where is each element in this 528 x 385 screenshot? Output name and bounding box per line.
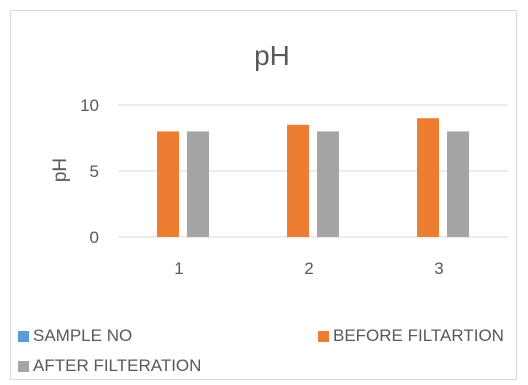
x-tick-label: 1 (174, 259, 183, 278)
legend-swatch (18, 330, 29, 342)
gridlines (118, 104, 508, 238)
y-tick-label: 10 (80, 96, 99, 115)
x-tick-label: 3 (434, 259, 443, 278)
legend-swatch (18, 360, 29, 372)
bar-before-filtartion-1 (157, 131, 179, 237)
legend-item: AFTER FILTERATION (18, 356, 201, 376)
bar-after-filteration-1 (187, 131, 209, 237)
bar-before-filtartion-3 (417, 118, 439, 237)
legend: SAMPLE NO BEFORE FILTARTION AFTER FILTERAT… (18, 326, 518, 382)
y-tick-label: 5 (90, 162, 99, 181)
bar-before-filtartion-2 (287, 124, 309, 237)
legend-item: BEFORE FILTARTION (318, 326, 504, 346)
y-tick-labels: 0 5 10 (80, 96, 99, 247)
legend-label: SAMPLE NO (33, 326, 133, 345)
bar-after-filteration-2 (317, 131, 339, 237)
y-tick-label: 0 (90, 228, 99, 247)
x-tick-labels: 1 2 3 (174, 259, 443, 278)
x-tick-label: 2 (304, 259, 313, 278)
legend-swatch (318, 330, 329, 342)
y-axis-label: pH (50, 158, 71, 182)
bar-after-filteration-3 (447, 131, 469, 237)
bars (157, 118, 469, 237)
legend-label: AFTER FILTERATION (33, 356, 202, 375)
legend-item: SAMPLE NO (18, 326, 132, 346)
legend-label: BEFORE FILTARTION (333, 326, 504, 345)
chart-title: pH (254, 40, 290, 71)
